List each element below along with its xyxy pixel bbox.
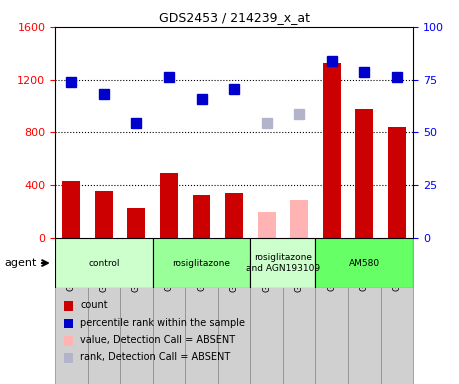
Text: AM580: AM580 — [349, 258, 380, 268]
Bar — [193, 195, 211, 238]
Text: agent: agent — [5, 258, 37, 268]
Text: percentile rank within the sample: percentile rank within the sample — [80, 318, 245, 328]
FancyBboxPatch shape — [88, 238, 120, 384]
Bar — [388, 127, 406, 238]
FancyBboxPatch shape — [348, 238, 381, 384]
Text: rosiglitazone: rosiglitazone — [173, 258, 230, 268]
Title: GDS2453 / 214239_x_at: GDS2453 / 214239_x_at — [159, 11, 309, 24]
Bar — [128, 208, 146, 238]
FancyBboxPatch shape — [120, 238, 153, 384]
Bar — [62, 181, 80, 238]
FancyBboxPatch shape — [153, 238, 185, 384]
Text: control: control — [88, 258, 120, 268]
Bar — [315, 238, 413, 288]
Text: value, Detection Call = ABSENT: value, Detection Call = ABSENT — [80, 335, 235, 345]
Bar — [160, 174, 178, 238]
Bar — [323, 63, 341, 238]
Bar — [355, 109, 373, 238]
FancyBboxPatch shape — [218, 238, 250, 384]
Bar — [95, 190, 113, 238]
FancyBboxPatch shape — [55, 238, 88, 384]
Bar — [225, 193, 243, 238]
Text: rosiglitazone
and AGN193109: rosiglitazone and AGN193109 — [246, 253, 320, 273]
FancyBboxPatch shape — [185, 238, 218, 384]
FancyBboxPatch shape — [381, 238, 413, 384]
Bar — [153, 238, 250, 288]
Bar — [290, 200, 308, 238]
Bar — [55, 238, 153, 288]
FancyBboxPatch shape — [250, 238, 283, 384]
Text: rank, Detection Call = ABSENT: rank, Detection Call = ABSENT — [80, 352, 230, 362]
Text: count: count — [80, 300, 108, 310]
Bar — [250, 238, 315, 288]
FancyBboxPatch shape — [315, 238, 348, 384]
Bar — [257, 212, 275, 238]
FancyBboxPatch shape — [283, 238, 315, 384]
